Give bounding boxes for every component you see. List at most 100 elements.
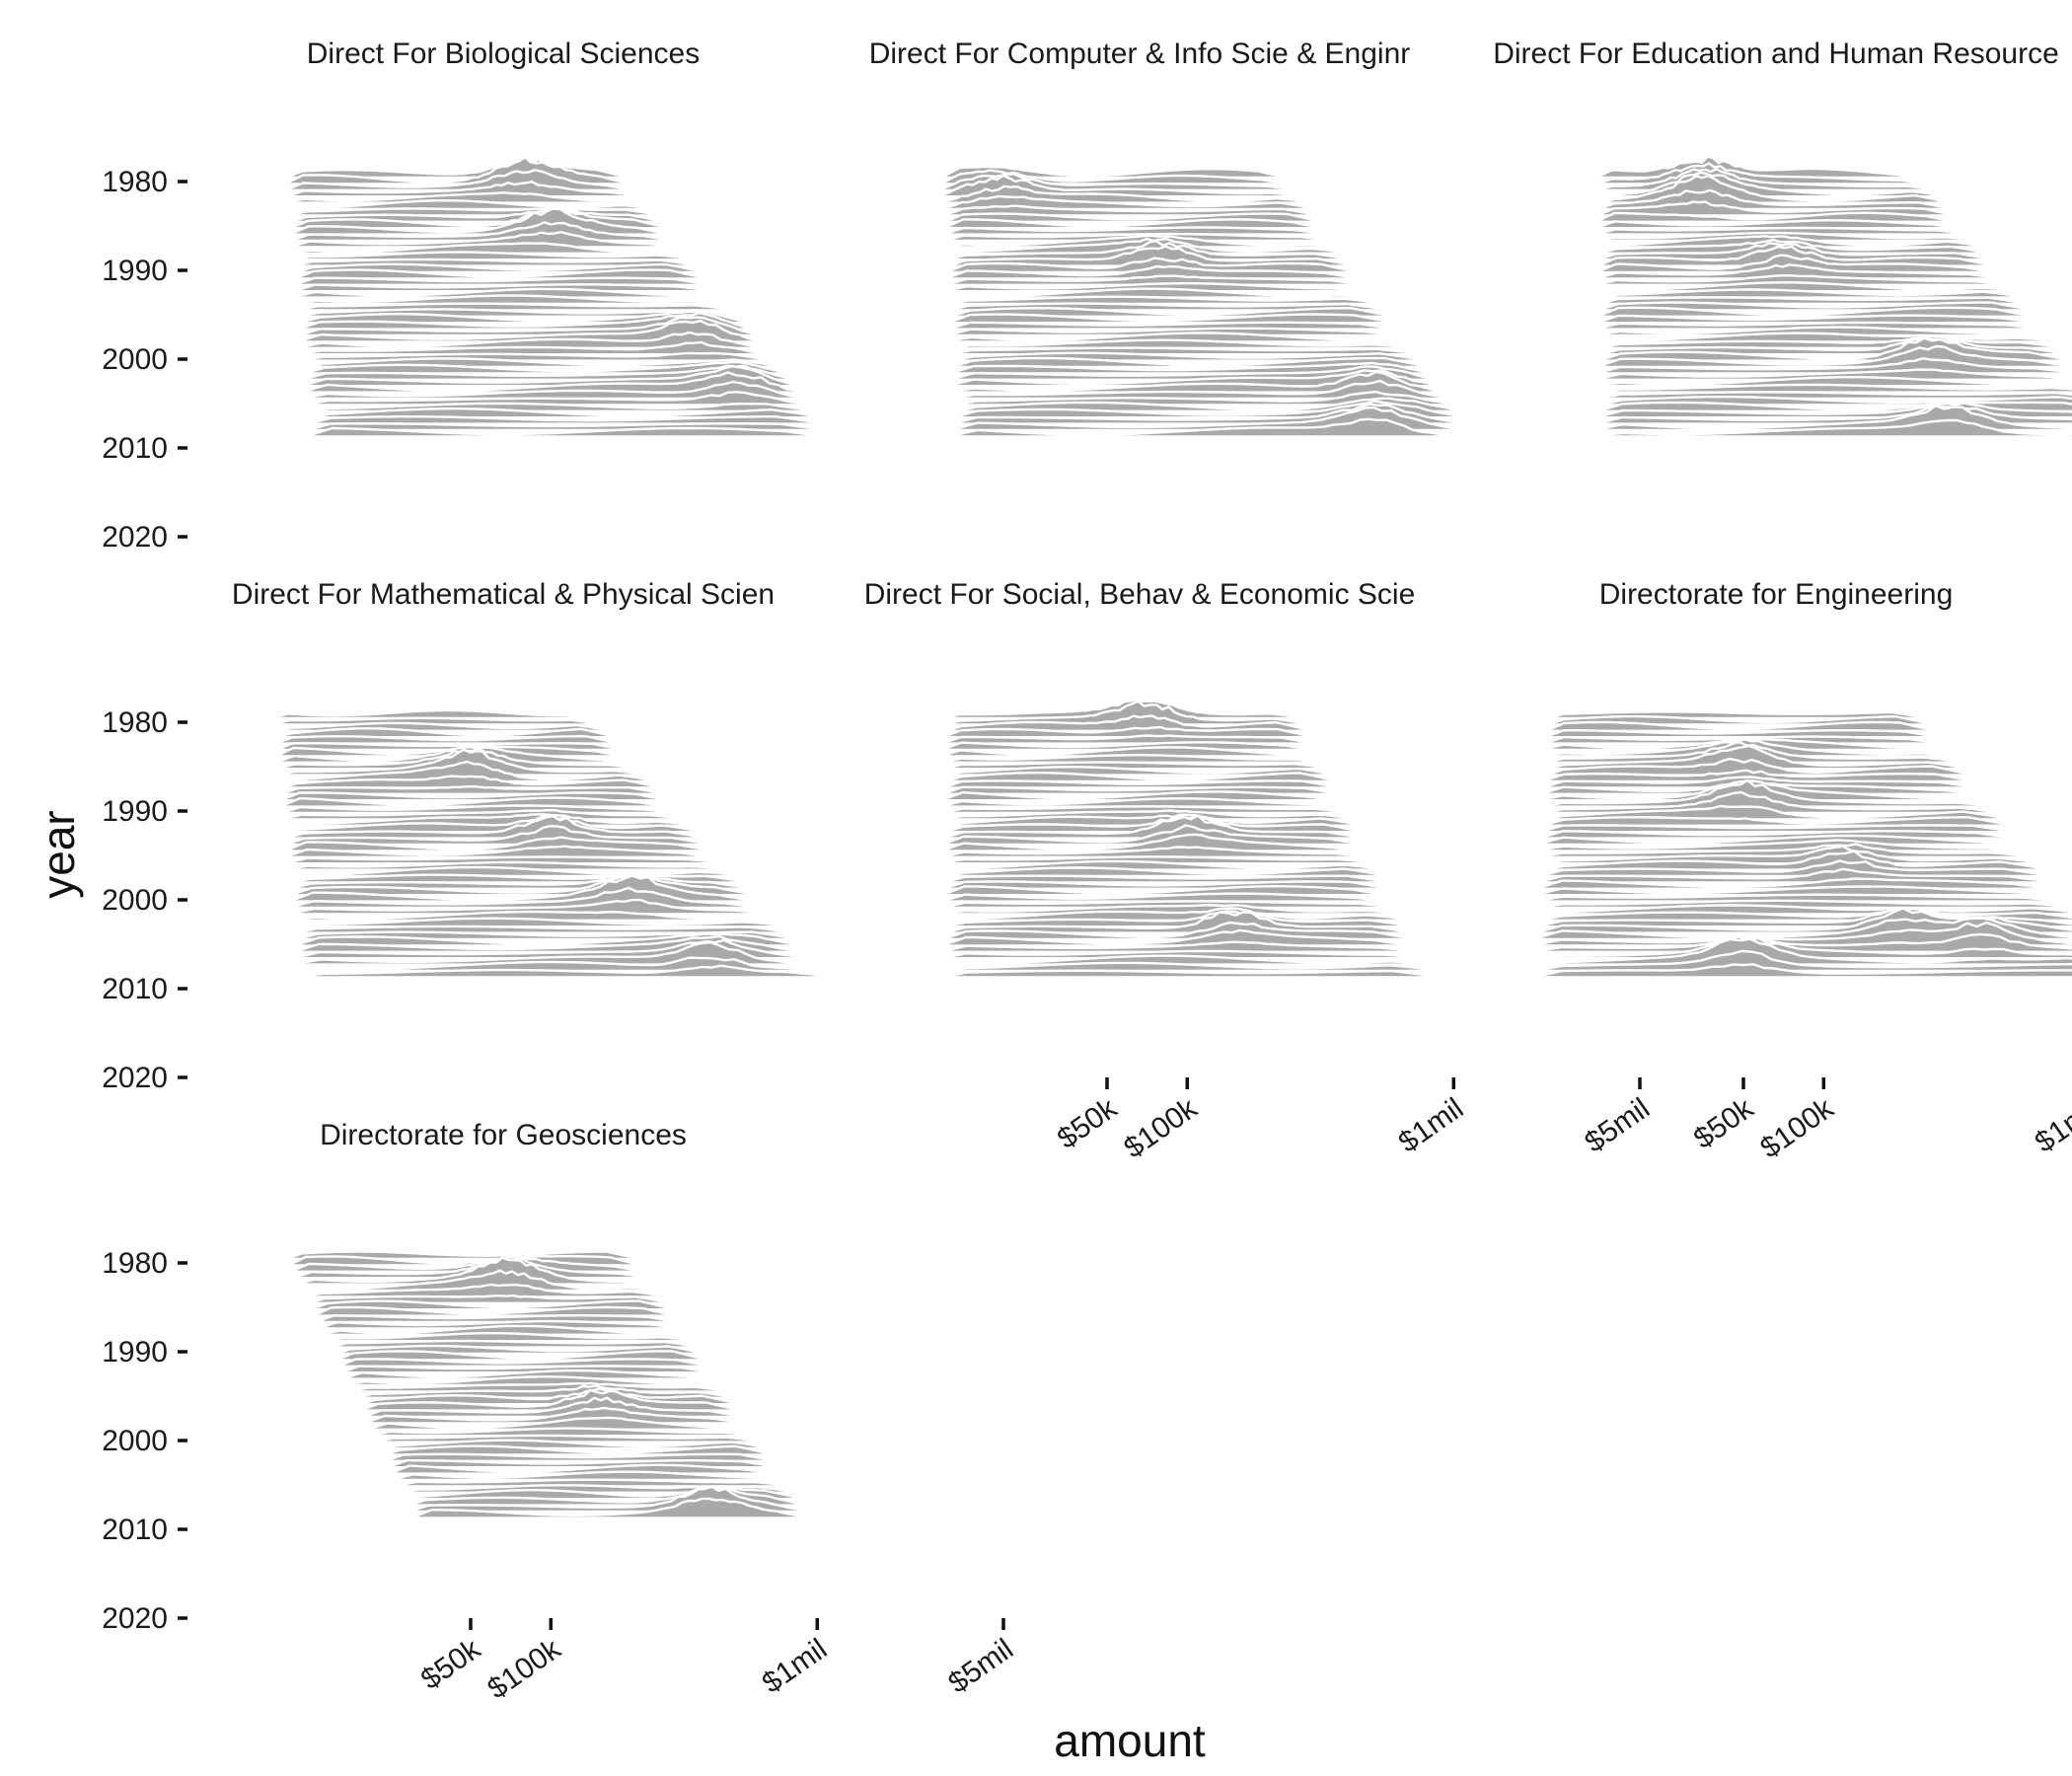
ridge-1994 xyxy=(1594,281,2023,293)
ridges xyxy=(940,699,1443,979)
ridge-1979 xyxy=(272,727,617,739)
ridge-1992 xyxy=(1538,804,2012,821)
ridge-1980 xyxy=(295,1256,661,1286)
ridge-2000 xyxy=(295,311,754,331)
ridge-2015 xyxy=(303,415,830,425)
ridge-2002 xyxy=(1535,867,2063,884)
ridge-2003 xyxy=(297,331,770,349)
ridge-2014 xyxy=(1530,935,2072,960)
ridge-1983 xyxy=(1594,211,1966,223)
ridge-1997 xyxy=(348,1381,733,1393)
ridge-2016 xyxy=(940,961,1440,973)
ridge-1994 xyxy=(940,814,1368,834)
ridge-2001 xyxy=(940,866,1390,878)
ridge-1983 xyxy=(940,754,1331,764)
ridge-1991 xyxy=(1538,790,2007,815)
ridge-2004 xyxy=(370,1427,764,1438)
ridge-1990 xyxy=(943,245,1360,267)
ridge-1990 xyxy=(278,796,682,808)
y-tick-label: 2000 xyxy=(102,884,168,917)
ridge-2014 xyxy=(302,407,825,419)
ridge-1992 xyxy=(333,1350,712,1362)
ridge-1982 xyxy=(301,1283,669,1298)
ridge-1996 xyxy=(1537,834,2033,847)
ridge-1978 xyxy=(284,169,642,191)
ridge-1981 xyxy=(941,194,1318,211)
ridge-2009 xyxy=(1594,376,2072,388)
ridge-2011 xyxy=(948,379,1457,401)
ridge-2013 xyxy=(940,940,1430,953)
ridge-1988 xyxy=(289,242,694,255)
ridge-1986 xyxy=(940,772,1341,783)
ridge-1996 xyxy=(940,824,1373,847)
ridge-1986 xyxy=(1540,769,1982,783)
ridge-1999 xyxy=(940,855,1383,865)
ridge-1996 xyxy=(945,295,1388,306)
facet-title: Direct For Biological Sciences xyxy=(307,37,700,70)
ridge-1979 xyxy=(1542,729,1947,739)
ridge-1976 xyxy=(270,708,599,720)
ridge-1991 xyxy=(279,804,688,815)
x-tick-label: $50k xyxy=(415,1632,487,1696)
x-tick-label: $50k xyxy=(1688,1091,1760,1155)
ridge-1997 xyxy=(1536,839,2037,852)
ridge-1999 xyxy=(283,855,734,865)
ridge-2009 xyxy=(948,369,1448,388)
ridge-1996 xyxy=(344,1375,729,1387)
ridge-1984 xyxy=(1541,744,1971,771)
ridge-2009 xyxy=(289,917,793,928)
ridge-1995 xyxy=(940,814,1370,840)
x-tick-label: $100k xyxy=(481,1632,567,1705)
ridges xyxy=(283,156,840,438)
ridge-2005 xyxy=(940,892,1404,903)
ridge-2017 xyxy=(304,426,840,438)
ridge-1981 xyxy=(298,1269,665,1293)
y-tick-label: 1980 xyxy=(102,166,168,198)
y-tick-label: 2020 xyxy=(102,521,168,554)
ridge-1997 xyxy=(940,833,1377,852)
ridge-1988 xyxy=(320,1324,695,1336)
ridge-1999 xyxy=(945,313,1402,325)
ridge-2012 xyxy=(301,391,815,407)
ridge-2007 xyxy=(1594,357,2072,375)
ridge-2004 xyxy=(940,885,1400,897)
facet-panel: Direct For Education and Human Resource xyxy=(1493,37,2072,438)
ridge-2010 xyxy=(388,1463,789,1475)
ridge-2001 xyxy=(1535,859,2057,878)
ridge-2007 xyxy=(379,1444,777,1456)
ridge-1980 xyxy=(940,734,1321,745)
ridge-1991 xyxy=(943,257,1365,274)
ridge-1984 xyxy=(1594,219,1971,230)
ridge-2003 xyxy=(366,1416,759,1431)
ridge-1990 xyxy=(940,797,1354,808)
ridges xyxy=(1529,710,2072,979)
ridges xyxy=(270,708,840,979)
ridge-2001 xyxy=(946,327,1411,337)
ridge-1986 xyxy=(276,760,658,783)
ridge-1991 xyxy=(940,805,1358,815)
ridge-2011 xyxy=(940,921,1424,941)
facet-panel: Direct For Biological Sciences 1980 1990 20… xyxy=(102,37,840,554)
ridge-1985 xyxy=(942,226,1337,236)
ridge-2001 xyxy=(360,1396,751,1419)
ridge-2003 xyxy=(946,338,1421,349)
ridge-2002 xyxy=(363,1406,755,1425)
ridge-2017 xyxy=(294,964,840,979)
ridge-2011 xyxy=(392,1470,793,1482)
ridge-2008 xyxy=(382,1452,780,1462)
ridge-1981 xyxy=(285,199,658,211)
ridge-2015 xyxy=(1530,937,2072,966)
ridge-1992 xyxy=(944,264,1369,280)
y-tick-label: 2020 xyxy=(102,1602,168,1635)
ridge-1987 xyxy=(277,775,664,789)
ridge-1981 xyxy=(940,741,1324,752)
ridge-1985 xyxy=(1594,226,1976,236)
ridge-1995 xyxy=(1594,288,2028,299)
ridge-1976 xyxy=(1594,155,1931,180)
facet-title: Direct For Computer & Info Scie & Enginr xyxy=(869,37,1411,70)
ridge-2010 xyxy=(300,371,804,394)
ridge-2017 xyxy=(1594,418,2072,438)
ridge-1986 xyxy=(314,1314,687,1324)
ridge-1993 xyxy=(1538,816,2017,827)
ridge-1990 xyxy=(1594,245,2002,267)
